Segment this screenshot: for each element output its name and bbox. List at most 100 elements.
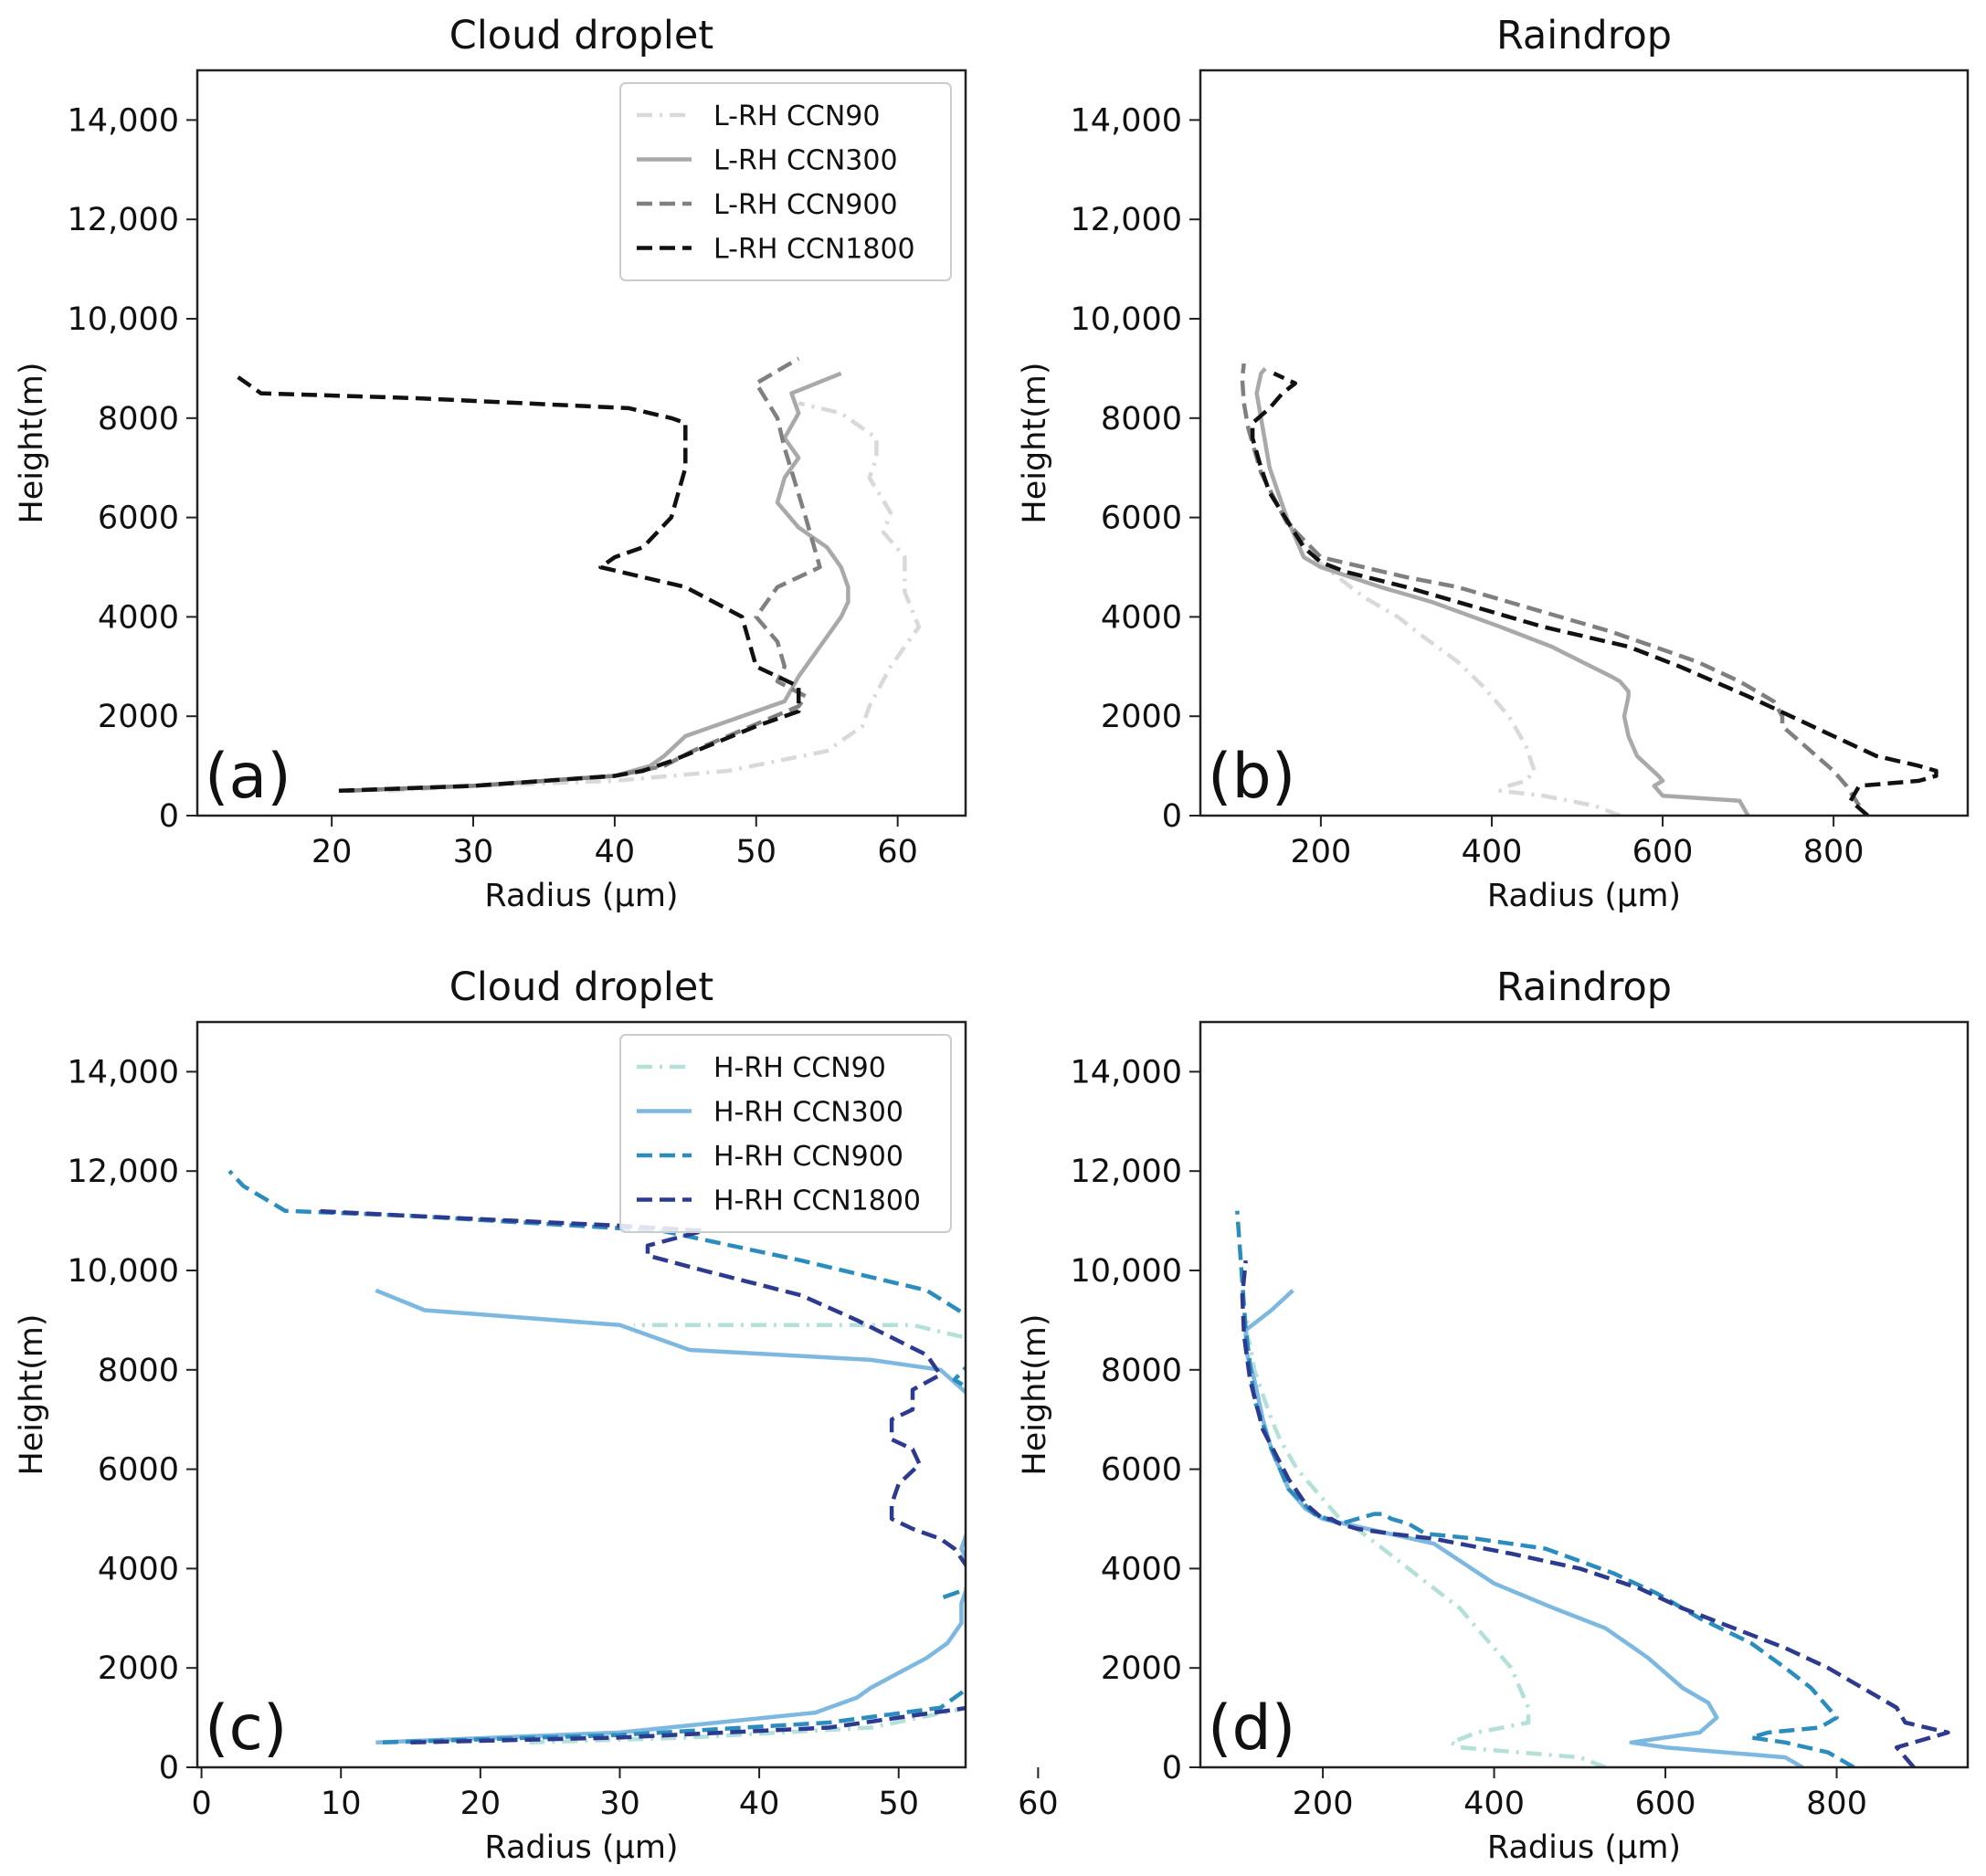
x-tick-label: 50 [878, 1786, 919, 1822]
legend-frame [619, 1034, 952, 1233]
x-tick-label: 800 [1806, 1786, 1867, 1822]
y-tick-label: 0 [1162, 798, 1182, 835]
x-tick-label: 10 [321, 1786, 362, 1822]
legend-frame [619, 82, 952, 281]
y-tick-label: 12,000 [68, 202, 179, 238]
x-axis-label: Radius (μm) [1487, 878, 1681, 914]
y-tick-label: 10,000 [1071, 301, 1182, 338]
y-tick-label: 14,000 [1071, 102, 1182, 139]
x-tick-label: 40 [739, 1786, 780, 1822]
x-tick-label: 40 [595, 834, 636, 870]
legend-entry: H-RH CCN900 [713, 1141, 903, 1173]
series-line-h-rh-ccn1800 [312, 1208, 966, 1745]
x-tick-label: 50 [736, 834, 777, 870]
x-tick-label: 400 [1463, 1786, 1525, 1822]
x-axis-label: Radius (μm) [484, 878, 678, 914]
panel-label: (d) [1208, 1692, 1295, 1765]
x-tick-label: 60 [877, 834, 918, 870]
y-tick-label: 2000 [98, 699, 179, 735]
y-tick-label: 10,000 [68, 301, 179, 338]
y-tick-label: 14,000 [68, 1054, 179, 1091]
series-group [1235, 1210, 1950, 1767]
panel-label: (b) [1208, 741, 1295, 813]
x-tick-label: 20 [460, 1786, 502, 1822]
series-line-h-rh-ccn90 [1243, 1320, 1607, 1767]
series-group [1240, 363, 1938, 816]
y-tick-label: 6000 [98, 501, 179, 537]
y-tick-label: 4000 [1101, 1551, 1182, 1587]
y-tick-label: 0 [159, 1750, 179, 1786]
y-axis-label: Height(m) [14, 362, 50, 523]
chart-title: Raindrop [1496, 964, 1672, 1010]
chart-panel-a: Cloud droplet 20 30 40 50 60 0 2000 4000 6000 8000… [14, 13, 967, 914]
x-tick-label: 600 [1632, 834, 1694, 870]
series-line-h-rh-ccn300 [375, 1288, 966, 1745]
series-line-l-rh-ccn1800 [1250, 371, 1938, 816]
axes-frame [195, 1020, 967, 1769]
y-tick-label: 8000 [98, 401, 179, 437]
y-tick-label: 4000 [98, 1551, 179, 1587]
y-tick-label: 12,000 [68, 1154, 179, 1190]
y-tick-label: 8000 [98, 1353, 179, 1389]
legend: H-RH CCN90 H-RH CCN300 H-RH CCN900 H-RH CCN… [619, 1034, 952, 1233]
y-axis-label: Height(m) [1017, 1313, 1053, 1475]
y-tick-label: 6000 [1101, 1452, 1182, 1489]
legend-entry: H-RH CCN90 [713, 1052, 886, 1084]
legend-entry: H-RH CCN1800 [713, 1186, 921, 1217]
series-line-l-rh-ccn300 [345, 371, 850, 794]
legend: L-RH CCN90 L-RH CCN300 L-RH CCN900 L-RH CCN… [619, 82, 952, 281]
y-tick-label: 4000 [98, 599, 179, 636]
series-line-l-rh-ccn900 [1240, 363, 1862, 807]
x-tick-label: 60 [1018, 1786, 1059, 1822]
axes-frame [195, 69, 967, 817]
series-group [231, 356, 922, 794]
series-line-h-rh-ccn90 [529, 1323, 966, 1745]
x-axis-label: Radius (μm) [1487, 1829, 1681, 1866]
y-tick-label: 14,000 [1071, 1054, 1182, 1091]
x-tick-label: 20 [312, 834, 353, 870]
x-tick-label: 800 [1803, 834, 1865, 870]
legend-entry: L-RH CCN1800 [713, 234, 915, 266]
legend-entry: H-RH CCN300 [713, 1097, 903, 1129]
y-tick-label: 8000 [1101, 401, 1182, 437]
panel-label: (c) [205, 1692, 287, 1765]
y-axis-label: Height(m) [14, 1313, 50, 1475]
legend-entry: L-RH CCN90 [713, 100, 880, 132]
series-line-l-rh-ccn90 [387, 401, 922, 794]
y-tick-label: 0 [1162, 1750, 1182, 1786]
axes-frame [1199, 69, 1970, 817]
y-tick-label: 4000 [1101, 599, 1182, 636]
y-tick-label: 2000 [1101, 1650, 1182, 1687]
chart-panel-c: Cloud droplet 0 10 20 30 40 50 60 0 2000 4000 6000 8… [14, 964, 1059, 1866]
y-tick-label: 0 [159, 798, 179, 835]
chart-title: Cloud droplet [449, 13, 713, 58]
y-tick-label: 10,000 [68, 1253, 179, 1290]
y-tick-label: 12,000 [1071, 202, 1182, 238]
series-line-h-rh-ccn900 [227, 1169, 966, 1745]
y-tick-label: 12,000 [1071, 1154, 1182, 1190]
panel-label: (a) [205, 741, 291, 813]
x-tick-label: 200 [1293, 1786, 1354, 1822]
series-line-h-rh-ccn1800 [1240, 1259, 1950, 1767]
chart-title: Cloud droplet [449, 964, 713, 1010]
x-tick-label: 600 [1635, 1786, 1696, 1822]
axes-frame [1199, 1020, 1970, 1769]
x-axis-label: Radius (μm) [484, 1829, 678, 1866]
y-tick-label: 2000 [98, 1650, 179, 1687]
y-tick-label: 8000 [1101, 1353, 1182, 1389]
series-line-h-rh-ccn900 [1235, 1210, 1855, 1767]
chart-title: Raindrop [1496, 13, 1672, 58]
y-tick-label: 6000 [1101, 501, 1182, 537]
series-line-l-rh-ccn1800 [231, 371, 801, 794]
y-tick-label: 2000 [1101, 699, 1182, 735]
y-tick-label: 14,000 [68, 102, 179, 139]
x-tick-label: 200 [1290, 834, 1351, 870]
series-group [227, 1169, 966, 1745]
legend-entry: L-RH CCN900 [713, 189, 898, 221]
y-axis-label: Height(m) [1017, 362, 1053, 523]
x-tick-label: 30 [599, 1786, 640, 1822]
x-tick-label: 0 [191, 1786, 211, 1822]
